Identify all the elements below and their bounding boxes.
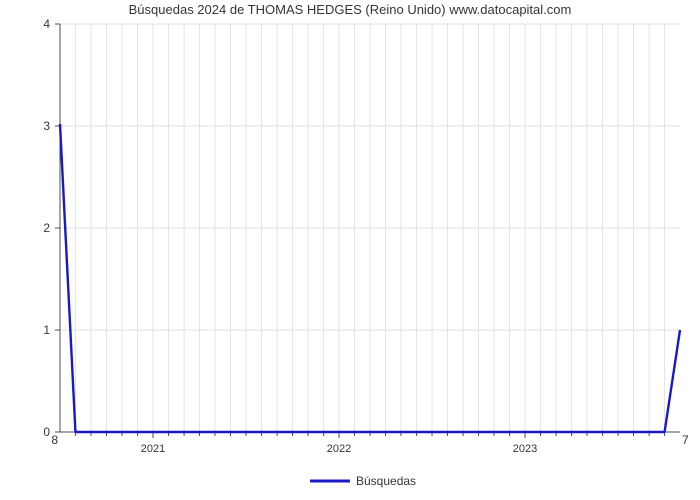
line-chart: 0 1 2 3 4 2021 2022 2023 8 7 Búsquedas	[0, 0, 700, 500]
legend: Búsquedas	[310, 474, 416, 488]
x-tick-label: 2021	[141, 443, 165, 455]
x-tick-label: 2023	[513, 443, 537, 455]
corner-label-right: 7	[682, 433, 689, 447]
x-tick-label: 2022	[327, 443, 351, 455]
y-tick-label: 2	[43, 221, 50, 235]
y-tick-label: 1	[43, 323, 50, 337]
chart-title: Búsquedas 2024 de THOMAS HEDGES (Reino U…	[0, 2, 700, 17]
y-tick-label: 0	[43, 425, 50, 439]
chart-container: Búsquedas 2024 de THOMAS HEDGES (Reino U…	[0, 0, 700, 500]
corner-label-left: 8	[51, 433, 58, 447]
y-tick-label: 4	[43, 17, 50, 31]
legend-label: Búsquedas	[356, 474, 416, 488]
y-tick-label: 3	[43, 119, 50, 133]
grid	[60, 24, 680, 432]
